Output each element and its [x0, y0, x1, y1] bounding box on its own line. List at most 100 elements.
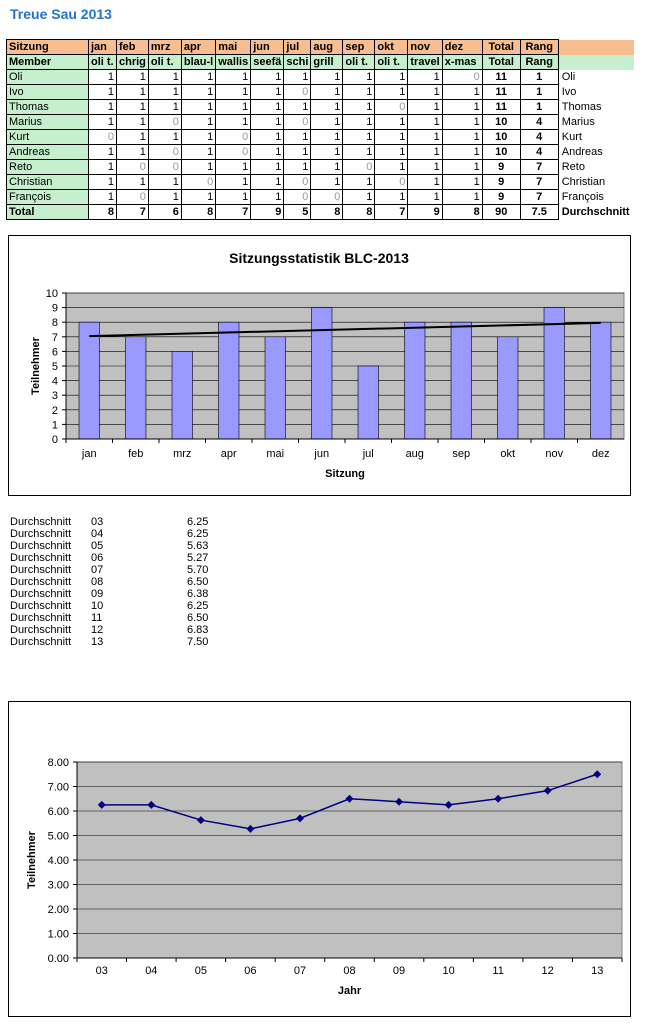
member-name: Andreas — [6, 144, 89, 160]
member-name-repeat: Ivo — [561, 86, 577, 98]
y-tick-label: 3.00 — [48, 880, 69, 892]
average-value: 5.63 — [187, 540, 209, 552]
member-name-repeat: Oli — [561, 71, 576, 83]
attendance-cell: 0 — [374, 174, 409, 190]
column-header: Member — [6, 54, 89, 70]
attendance-cell: 1 — [441, 174, 483, 190]
bar — [218, 321, 240, 440]
attendance-cell: 1 — [283, 144, 312, 160]
average-row: Durchschnitt 12 6.83 — [10, 624, 230, 636]
bar — [590, 321, 612, 440]
month-total-cell: 8 — [310, 204, 344, 220]
attendance-cell: 1 — [250, 174, 285, 190]
column-header: grill — [310, 54, 344, 70]
table-header-row: Sitzung jan feb mrz apr mai jun jul aug sep okt nov… — [6, 39, 635, 55]
attendance-cell: 1 — [310, 129, 344, 145]
average-value: 6.50 — [187, 612, 209, 624]
bar — [264, 336, 286, 440]
column-header: dez — [441, 39, 483, 55]
average-row: Durchschnitt 05 5.63 — [10, 540, 230, 552]
attendance-cell: 0 — [215, 129, 252, 145]
attendance-cell: 1 — [147, 129, 182, 145]
average-label: Durchschnitt — [10, 600, 72, 612]
average-year: 08 — [91, 576, 104, 588]
rank-cell: 4 — [519, 129, 559, 145]
attendance-cell: 1 — [407, 174, 443, 190]
attendance-cell: 1 — [374, 159, 409, 175]
attendance-cell: 1 — [180, 99, 217, 115]
average-label: Durchschnitt — [558, 204, 635, 220]
attendance-cell: 0 — [147, 144, 182, 160]
line-chart: 0.00 1.00 2.00 3.00 4.00 5.00 6.00 7.00 8.00 03 04… — [8, 701, 631, 1017]
average-value: 6.50 — [187, 576, 209, 588]
y-tick-label: 8 — [52, 317, 58, 329]
attendance-cell: 1 — [147, 189, 182, 205]
average-row: Durchschnitt 13 7.50 — [10, 636, 230, 648]
attendance-cell: 1 — [441, 99, 483, 115]
rank-cell: 4 — [519, 114, 559, 130]
average-label: Durchschnitt — [10, 564, 72, 576]
x-tick-label: 06 — [244, 965, 256, 977]
data-point — [196, 816, 205, 825]
attendance-table: Sitzung jan feb mrz apr mai jun jul aug sep okt nov… — [6, 39, 635, 220]
rank-cell: 1 — [519, 69, 559, 85]
average-label: Durchschnitt — [10, 552, 72, 564]
table-row: Oli 1 1 1 1 1 1 1 1 1 1 1 0 11 1 Oli — [6, 69, 635, 85]
average-row: Durchschnitt 07 5.70 — [10, 564, 230, 576]
attendance-cell: 0 — [215, 144, 252, 160]
attendance-cell: 1 — [215, 174, 252, 190]
column-header: oli t. — [88, 54, 117, 70]
attendance-cell: 1 — [88, 159, 117, 175]
attendance-cell: 1 — [215, 69, 252, 85]
attendance-cell: 1 — [407, 84, 443, 100]
column-header: wallis — [215, 54, 252, 70]
x-tick-label: 11 — [492, 965, 503, 977]
average-year: 07 — [91, 564, 104, 576]
attendance-cell: 1 — [374, 84, 409, 100]
attendance-cell: 0 — [116, 159, 149, 175]
attendance-cell: 1 — [88, 174, 117, 190]
average-value: 6.38 — [187, 588, 209, 600]
total-cell: 10 — [481, 129, 521, 145]
x-tick-label: mrz — [173, 448, 191, 460]
x-tick-label: 08 — [343, 965, 355, 977]
member-name: Marius — [6, 114, 89, 130]
average-label: Durchschnitt — [10, 624, 72, 636]
data-point — [345, 794, 354, 803]
attendance-cell: 1 — [215, 114, 252, 130]
y-tick-label: 5.00 — [48, 831, 69, 843]
attendance-cell: 1 — [88, 144, 117, 160]
month-total-cell: 7 — [116, 204, 149, 220]
attendance-cell: 1 — [180, 129, 217, 145]
y-axis-label: Teilnehmer — [30, 336, 42, 395]
attendance-cell: 1 — [250, 189, 285, 205]
attendance-cell: 1 — [180, 144, 217, 160]
member-name: Christian — [6, 174, 89, 190]
average-value: 7.50 — [187, 636, 209, 648]
data-point — [593, 770, 602, 779]
x-tick-label: 09 — [393, 965, 405, 977]
y-tick-label: 6 — [52, 346, 58, 358]
attendance-cell: 0 — [180, 174, 217, 190]
attendance-cell: 1 — [407, 114, 443, 130]
attendance-cell: 1 — [407, 99, 443, 115]
column-header: apr — [180, 39, 217, 55]
attendance-cell: 1 — [342, 129, 376, 145]
attendance-cell: 1 — [407, 144, 443, 160]
attendance-cell: 1 — [180, 114, 217, 130]
attendance-cell: 1 — [310, 114, 344, 130]
member-name-repeat: Marius — [561, 116, 595, 128]
bar — [171, 351, 193, 440]
attendance-cell: 1 — [342, 114, 376, 130]
data-point — [295, 814, 304, 823]
attendance-cell: 0 — [283, 189, 312, 205]
average-label: Durchschnitt — [10, 636, 72, 648]
y-tick-label: 2.00 — [48, 904, 69, 916]
table-row: Ivo 1 1 1 1 1 1 0 1 1 1 1 1 11 1 Ivo — [6, 84, 635, 100]
x-tick-label: 07 — [294, 965, 306, 977]
attendance-cell: 1 — [342, 99, 376, 115]
attendance-cell: 1 — [215, 84, 252, 100]
month-total-cell: 5 — [283, 204, 312, 220]
attendance-cell: 1 — [116, 84, 149, 100]
average-value: 5.27 — [187, 552, 209, 564]
